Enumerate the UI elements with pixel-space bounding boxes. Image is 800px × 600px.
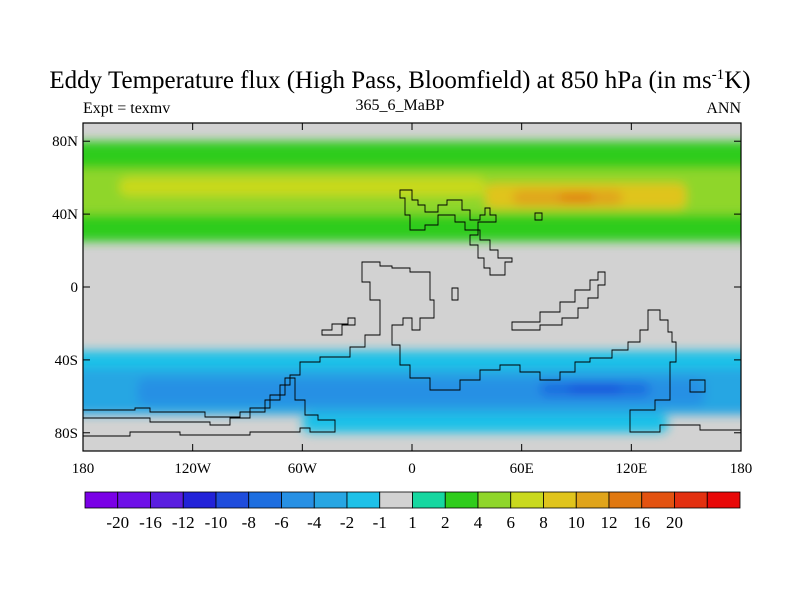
x-tick-label: 60W [288,461,318,477]
x-tick-label: 120E [615,461,647,477]
colorbar-label: -2 [340,513,354,532]
y-axis: 80N 40N 0 40S 80S [52,134,741,442]
colorbar-swatch [510,491,544,509]
coastline-island-c [534,212,543,221]
colorbar-swatch [674,491,708,509]
field-region-2 [119,177,486,196]
colorbar-swatch [444,491,479,509]
x-axis: 180 120W 60W 0 60E 120E 180 [72,123,753,477]
y-tick-label: 0 [71,280,79,296]
colorbar: -20 -16 -12 -10 -8 -6 -4 -2 -1 1 2 4 6 8 10 12 16 20 [84,491,741,532]
colorbar-swatch [641,491,675,509]
title-superscript: -1 [711,67,725,83]
period-label: 365_6_MaBP [355,97,445,114]
colorbar-label: 12 [601,513,618,532]
colorbar-label: 10 [568,513,585,532]
x-tick-label: 120W [174,461,212,477]
colorbar-swatch [248,491,282,509]
y-tick-label: 40N [52,207,78,223]
colorbar-label: -16 [139,513,162,532]
colorbar-label: 1 [408,513,417,532]
y-tick-label: 40S [55,353,78,369]
field-region-11 [567,385,623,393]
colorbar-swatch [412,491,446,509]
colorbar-swatch [608,491,643,509]
coastline-island-b [451,287,459,301]
chart-title: Eddy Temperature flux (High Pass, Bloomf… [49,67,751,94]
colorbar-swatch [313,491,348,509]
colorbar-swatch [84,491,119,509]
coastline-europe [399,189,513,276]
y-tick-label: 80N [52,134,78,150]
colorbar-swatch [706,491,741,509]
colorbar-swatch [575,491,610,509]
x-tick-label: 0 [408,461,416,477]
colorbar-swatch [117,491,151,509]
season-label: ANN [706,100,741,117]
colorbar-label: 6 [507,513,516,532]
colorbar-swatch [379,491,413,509]
colorbar-label: 4 [474,513,483,532]
coastline-north-america [83,261,741,433]
colorbar-swatch [215,491,250,509]
experiment-label: Expt = texmv [83,100,171,117]
x-tick-label: 180 [730,461,753,477]
colorbar-label: -6 [274,513,288,532]
colorbar-label: -10 [205,513,228,532]
colorbar-label: -12 [172,513,195,532]
field-region-12 [302,414,668,433]
coastlines [83,189,741,437]
coastline-island-a [321,317,356,336]
y-tick-label: 80S [55,426,78,442]
colorbar-label: -4 [307,513,322,532]
colorbar-swatch [477,491,512,509]
coastline-island-d [689,379,706,393]
colorbar-label: 2 [441,513,450,532]
field-region-6 [83,214,741,242]
colorbar-label: -8 [242,513,256,532]
colorbar-label: 8 [539,513,548,532]
colorbar-swatch [182,491,217,509]
colorbar-label: -1 [373,513,387,532]
colorbar-swatch [346,491,381,509]
field-region-0 [83,141,741,169]
colorbar-swatch [281,491,315,509]
coastline-asia [511,271,606,331]
field-region-5 [558,194,595,202]
x-tick-label: 180 [72,461,95,477]
coastline-south-america [83,377,336,437]
x-tick-label: 60E [510,461,534,477]
colorbar-label: 16 [633,513,650,532]
colorbar-label: 20 [666,513,683,532]
colorbar-swatch [150,491,184,509]
colorbar-label: -20 [106,513,129,532]
colorbar-swatch [543,491,577,509]
